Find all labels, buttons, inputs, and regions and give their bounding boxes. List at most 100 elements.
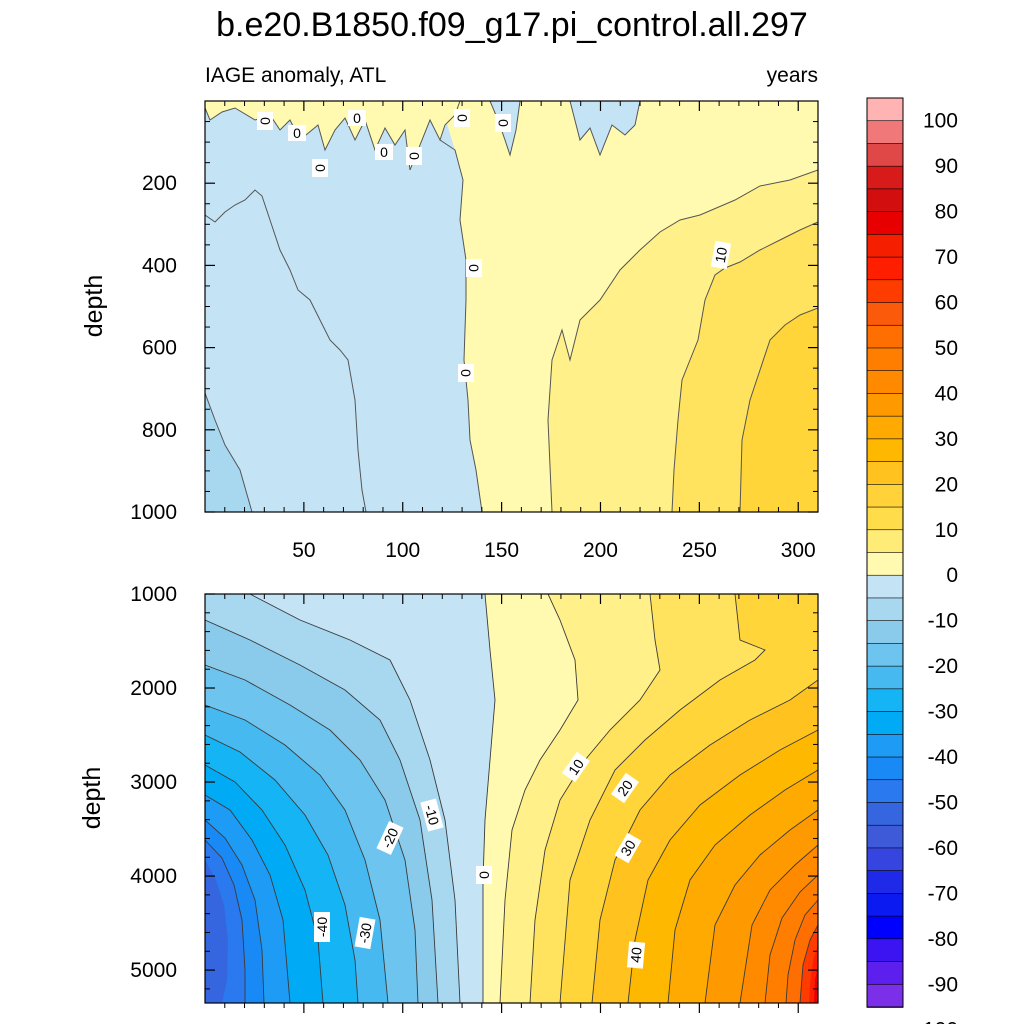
chart-title: b.e20.B1850.f09_g17.pi_control.all.297 <box>216 6 808 44</box>
colorbar-swatch <box>866 847 904 872</box>
colorbar-swatch <box>866 370 904 395</box>
top-y-tick-label: 200 <box>142 172 177 195</box>
top-y-tick-label: 600 <box>142 337 177 360</box>
colorbar-swatch <box>866 256 904 281</box>
top-y-tick-label: 1000 <box>130 501 177 524</box>
bottom-contour-label-text: -40 <box>314 917 330 937</box>
colorbar-swatch <box>866 961 904 986</box>
top-contour-label: 10 <box>710 240 732 270</box>
colorbar-swatch <box>866 688 904 713</box>
colorbar-swatch <box>866 711 904 736</box>
colorbar-swatch <box>866 97 904 122</box>
colorbar-swatch <box>866 597 904 622</box>
top-y-tick-label: 400 <box>142 254 177 277</box>
top-contour-0 <box>439 139 483 512</box>
bottom-contour-label: 0 <box>476 866 492 884</box>
top-y-tick-label: 800 <box>142 419 177 442</box>
top-contour-label: 0 <box>406 147 422 165</box>
bottom-y-tick-label: 2000 <box>130 677 177 700</box>
top-contour-label: 0 <box>375 144 393 160</box>
colorbar-swatch <box>866 983 904 1008</box>
top-contours <box>205 101 818 512</box>
top-x-tick-label: 250 <box>682 539 717 562</box>
colorbar-label: -80 <box>928 928 958 951</box>
colorbar-swatch <box>866 574 904 599</box>
colorbar-swatch <box>866 802 904 826</box>
top-contour-label-text: 0 <box>293 125 301 141</box>
colorbar-swatch <box>866 234 904 258</box>
bottom-contour-label-text: -30 <box>355 921 374 944</box>
colorbar-label: 100 <box>923 110 958 133</box>
bottom-contour-label-layer: -40 -30 -20 -10 0 10 20 30 40 <box>314 751 646 969</box>
colorbar-label: -50 <box>928 791 958 814</box>
top-fill-15 <box>740 308 818 512</box>
colorbar-swatch <box>866 188 904 213</box>
colorbar-swatch <box>866 665 904 690</box>
colorbar-label: -30 <box>928 701 958 724</box>
colorbar-swatch <box>866 347 904 372</box>
colorbar-label: 60 <box>935 292 958 315</box>
bottom-y-tick-label: 4000 <box>130 865 177 888</box>
colorbar-swatch <box>866 438 904 463</box>
colorbar-swatch <box>866 393 904 417</box>
top-contour-label-layer: 0 0 0 0 0 0 0 0 0 0 10 <box>257 109 732 382</box>
colorbar-label: 10 <box>935 519 958 542</box>
top-contour-label-text: 0 <box>466 264 482 272</box>
colorbar-label: -60 <box>928 837 958 860</box>
colorbar-swatch <box>866 143 904 167</box>
bottom-contour-label: 10 <box>561 751 591 783</box>
colorbar-label: -100 <box>916 1019 958 1024</box>
bottom-contours <box>205 594 818 1003</box>
top-contour-15 <box>739 307 818 512</box>
top-contour-label-text: 0 <box>454 114 470 122</box>
top-contour-label-text: 0 <box>495 119 511 127</box>
colorbar-swatch <box>866 870 904 895</box>
top-contour-label: 0 <box>348 110 366 126</box>
colorbar-swatch <box>866 915 904 940</box>
bottom-panel-fills <box>205 594 818 1003</box>
top-contour-label-text: 0 <box>312 164 328 172</box>
colorbar-swatch <box>866 120 904 145</box>
top-x-tick-label: 150 <box>484 539 519 562</box>
colorbar-swatch <box>866 779 904 804</box>
subtitle-left: IAGE anomaly, ATL <box>205 64 386 87</box>
top-contour-label: 0 <box>466 259 482 277</box>
bottom-y-tick-label: 1000 <box>130 583 177 606</box>
bottom-contour-label: 30 <box>614 832 642 864</box>
top-fill-neg10 <box>205 393 252 512</box>
bottom-contour-label-text: 0 <box>476 871 492 879</box>
top-contour-label-text: 0 <box>353 110 361 126</box>
bottom-contour-label-text: -10 <box>422 803 443 827</box>
bottom-contour-label-text: -20 <box>378 825 401 850</box>
colorbar-label: 0 <box>946 564 958 587</box>
colorbar-label: 80 <box>935 201 958 224</box>
colorbar-label: -40 <box>928 746 958 769</box>
colorbar-label: -20 <box>928 655 958 678</box>
top-contour-label-text: 0 <box>257 117 273 125</box>
colorbar-label: 30 <box>935 428 958 451</box>
colorbar-label: 90 <box>935 155 958 178</box>
bottom-y-axis-label: depth <box>78 767 106 830</box>
colorbar-label: -90 <box>928 973 958 996</box>
colorbar-swatch <box>866 552 904 577</box>
top-contour-label: 0 <box>288 125 306 141</box>
bottom-contour-label: 20 <box>610 772 640 804</box>
top-x-tick-label: 100 <box>385 539 420 562</box>
colorbar-label: 20 <box>935 473 958 496</box>
colorbar-swatch <box>866 324 904 349</box>
top-contour-label-text: 10 <box>712 246 730 264</box>
bottom-contour-label: -10 <box>420 798 444 832</box>
colorbar-swatch <box>866 302 904 327</box>
subtitle-right: years <box>767 64 818 87</box>
top-contour-label: 0 <box>312 159 328 177</box>
top-surface-noise <box>205 101 460 170</box>
bottom-contour-label: -20 <box>376 821 404 855</box>
bottom-y-tick-label: 5000 <box>130 959 177 982</box>
top-panel-fills <box>205 101 818 512</box>
top-contour-label: 0 <box>458 364 474 382</box>
colorbar-swatch <box>866 211 904 236</box>
top-contour-label: 0 <box>495 114 511 132</box>
bottom-plot-frame <box>204 593 819 1004</box>
